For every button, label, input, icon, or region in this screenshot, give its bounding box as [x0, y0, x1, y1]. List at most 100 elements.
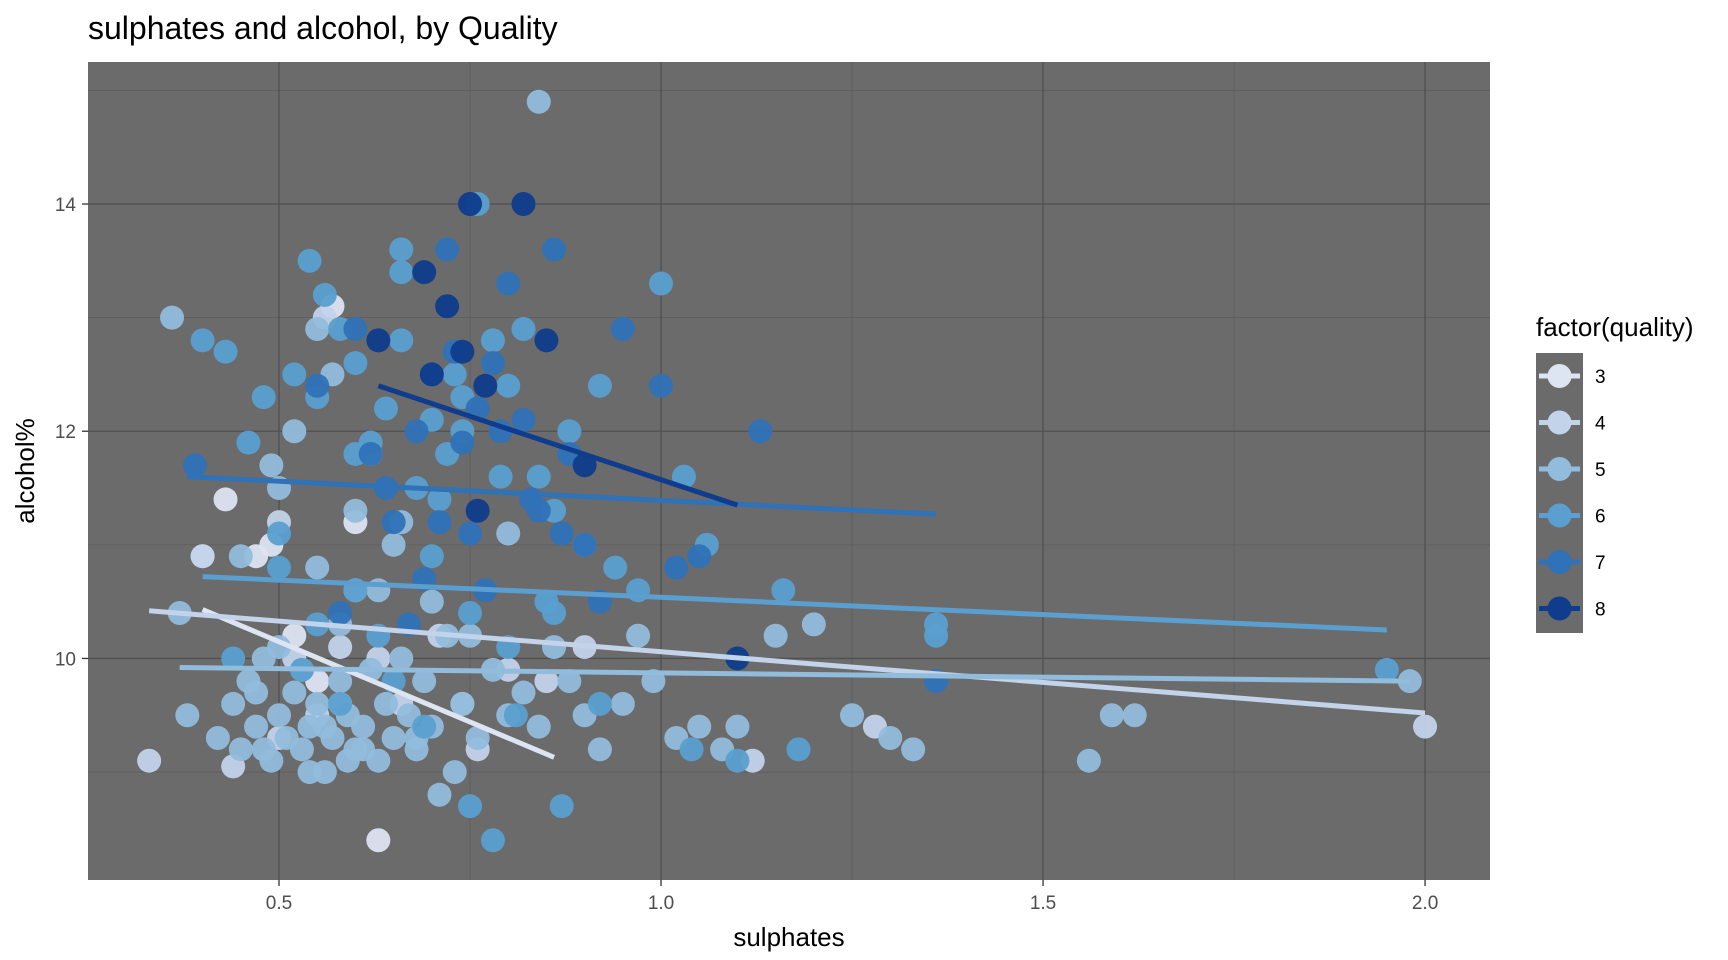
data-point [626, 623, 651, 648]
legend-label-8: 8 [1595, 600, 1606, 621]
data-point [267, 703, 292, 728]
data-point [458, 192, 483, 217]
data-point [572, 453, 597, 478]
data-point [542, 237, 567, 262]
data-point [412, 714, 437, 739]
data-point [465, 498, 490, 523]
data-point [587, 373, 612, 398]
data-point [549, 521, 574, 546]
data-point [381, 725, 406, 750]
data-point [328, 669, 353, 694]
data-point [221, 691, 246, 716]
chart-title: sulphates and alcohol, by Quality [88, 10, 558, 46]
data-point [771, 578, 796, 603]
data-point [305, 555, 330, 580]
trendline-5 [179, 665, 1410, 684]
data-point [412, 260, 437, 285]
data-point [557, 419, 582, 444]
data-point [343, 316, 368, 341]
legend-key-point [1547, 410, 1572, 435]
data-point [175, 703, 200, 728]
data-point [351, 737, 376, 762]
data-point [542, 601, 567, 626]
data-point [473, 373, 498, 398]
data-point [465, 725, 490, 750]
data-point [649, 271, 674, 296]
data-point [305, 316, 330, 341]
data-point [182, 453, 207, 478]
data-point [213, 339, 238, 364]
data-point [289, 737, 314, 762]
data-point [305, 373, 330, 398]
data-point [328, 601, 353, 626]
legend-label-7: 7 [1595, 553, 1606, 574]
data-point [748, 419, 773, 444]
data-point [251, 385, 276, 410]
trendlines-layer [148, 383, 1426, 760]
data-point [190, 544, 215, 569]
data-point [389, 328, 414, 353]
data-point [725, 748, 750, 773]
data-point [442, 760, 467, 785]
data-point [404, 419, 429, 444]
data-point [381, 510, 406, 535]
data-point [496, 271, 521, 296]
data-point [511, 192, 536, 217]
trendline-7 [187, 474, 937, 517]
data-point [435, 294, 460, 319]
data-point [419, 589, 444, 614]
legend-label-4: 4 [1595, 414, 1606, 435]
data-point [534, 328, 559, 353]
data-point [190, 328, 215, 353]
major-gridlines [88, 62, 1490, 880]
legend-label-3: 3 [1595, 367, 1606, 388]
data-point [450, 691, 475, 716]
data-point [228, 737, 253, 762]
y-tick-label: 10 [55, 649, 76, 670]
trendline-3 [201, 607, 556, 760]
data-point [343, 351, 368, 376]
data-point [687, 714, 712, 739]
data-point [526, 89, 551, 114]
data-point [801, 612, 826, 637]
data-point [480, 351, 505, 376]
data-point [671, 464, 696, 489]
data-point [664, 555, 689, 580]
data-point [557, 669, 582, 694]
data-point [526, 714, 551, 739]
x-axis-title: sulphates [733, 922, 844, 952]
y-tick-label: 12 [55, 422, 76, 443]
data-point [503, 703, 528, 728]
data-point [1076, 748, 1101, 773]
data-point [205, 725, 230, 750]
data-point [1099, 703, 1124, 728]
data-point [267, 555, 292, 580]
data-point [480, 328, 505, 353]
data-point [450, 430, 475, 455]
data-point [924, 623, 949, 648]
series-8-points [366, 192, 750, 671]
data-point [297, 248, 322, 273]
data-point [687, 544, 712, 569]
legend-label-6: 6 [1595, 507, 1606, 528]
data-point [312, 714, 337, 739]
data-point [412, 669, 437, 694]
data-point [1413, 714, 1438, 739]
data-point [496, 373, 521, 398]
data-point [343, 498, 368, 523]
data-point [297, 760, 322, 785]
data-point [351, 714, 376, 739]
data-point [228, 544, 253, 569]
legend-key-point [1547, 457, 1572, 481]
data-point [840, 703, 865, 728]
data-point [1374, 657, 1399, 682]
legend-key-point [1547, 503, 1572, 528]
x-axis-ticks: 0.5 1.0 1.5 2.0 [266, 880, 1438, 914]
data-point [419, 362, 444, 387]
data-point [236, 430, 261, 455]
legend-key-point [1547, 364, 1572, 388]
data-point [511, 316, 536, 341]
legend: factor(quality) 3 4 5 6 7 8 [1536, 312, 1694, 633]
data-point [603, 555, 628, 580]
